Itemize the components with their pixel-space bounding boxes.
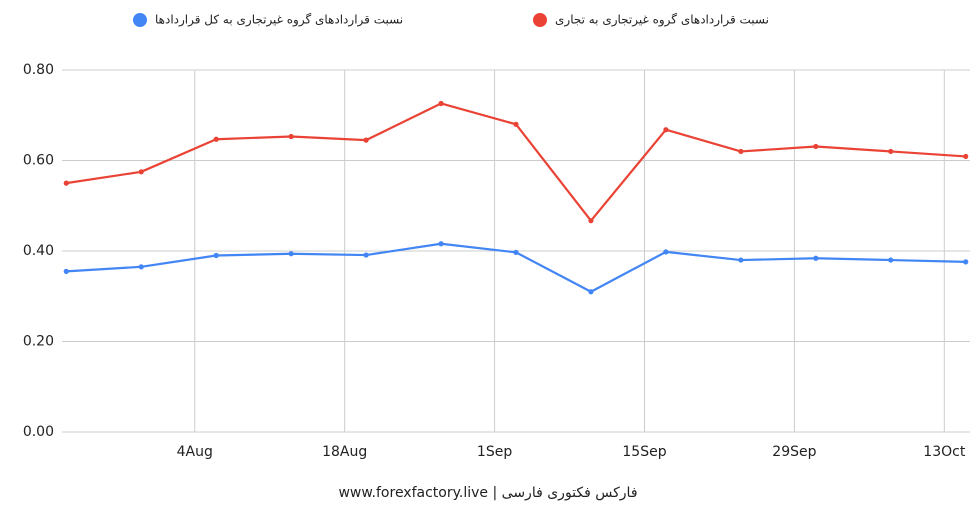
y-tick-label: 0.00 (23, 424, 54, 440)
point (963, 153, 969, 160)
legend-swatch (533, 13, 547, 27)
point (888, 148, 894, 155)
x-tick-label: 15Sep (622, 444, 666, 460)
point (738, 257, 744, 263)
point (138, 169, 144, 175)
point (813, 255, 819, 261)
point (213, 252, 219, 259)
y-tick-label: 0.20 (23, 334, 54, 350)
legend-label: نسبت قراردادهای گروه غیرتجاری به تجاری (555, 13, 769, 28)
point (888, 257, 894, 263)
x-tick-label: 18Aug (322, 444, 367, 460)
y-tick-label: 0.40 (23, 243, 54, 259)
y-tick-label: 0.80 (23, 62, 54, 78)
point (588, 218, 594, 224)
point (288, 133, 294, 140)
point (588, 289, 594, 295)
point (63, 180, 69, 186)
point (963, 259, 969, 265)
point (513, 249, 519, 255)
x-tick-label: 1Sep (477, 444, 512, 460)
point (288, 251, 294, 257)
point (438, 100, 444, 107)
point (663, 249, 669, 255)
x-tick-label: 29Sep (772, 444, 816, 460)
legend-swatch (133, 13, 147, 27)
caption: www.forexfactory.live | فارکس فکتوری فار… (338, 485, 637, 501)
point (363, 252, 369, 258)
line (66, 102, 966, 222)
x-tick-label: 4Aug (177, 444, 213, 460)
x-tick-label: 13Oct (923, 444, 966, 460)
point (63, 268, 69, 274)
point (513, 121, 519, 127)
point (438, 241, 444, 247)
point (663, 127, 669, 133)
legend-label: نسبت قراردادهای گروه غیرتجاری به کل قرار… (155, 13, 403, 28)
point (363, 137, 369, 143)
point (213, 136, 219, 142)
y-tick-label: 0.60 (23, 153, 54, 169)
point (813, 143, 819, 150)
point (138, 264, 144, 270)
point (738, 148, 744, 155)
